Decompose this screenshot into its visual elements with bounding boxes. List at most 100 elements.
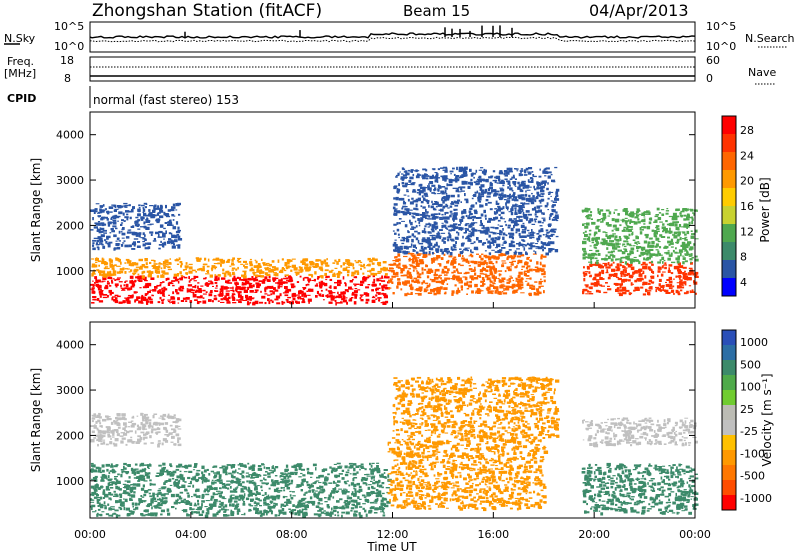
data-cell (477, 197, 479, 199)
data-cell (413, 257, 417, 260)
data-cell (548, 176, 551, 179)
data-cell (412, 261, 415, 264)
data-cell (315, 295, 318, 298)
data-cell (138, 204, 140, 206)
data-cell (674, 266, 678, 269)
data-cell (535, 216, 538, 218)
data-cell (585, 293, 589, 294)
data-cell (466, 260, 468, 263)
data-cell (533, 251, 535, 252)
data-cell (476, 170, 478, 173)
data-cell (546, 188, 549, 190)
data-cell (100, 472, 102, 474)
data-cell (375, 481, 379, 484)
data-cell (480, 205, 484, 208)
data-cell (121, 244, 123, 247)
data-cell (169, 262, 172, 265)
data-cell (94, 226, 98, 228)
data-cell (353, 477, 357, 479)
data-cell (525, 235, 527, 238)
data-cell (478, 179, 482, 182)
data-cell (609, 240, 611, 243)
data-cell (488, 202, 492, 204)
data-cell (457, 194, 459, 197)
data-cell (467, 248, 470, 249)
data-cell (319, 259, 321, 261)
data-cell (641, 264, 644, 266)
data-cell (137, 219, 140, 221)
data-cell (430, 249, 433, 250)
data-cell (367, 275, 369, 277)
data-cell (346, 267, 350, 268)
data-cell (133, 241, 136, 244)
data-cell (132, 502, 134, 505)
data-cell (405, 183, 408, 186)
data-cell (244, 290, 248, 293)
data-cell (416, 204, 418, 208)
data-cell (214, 263, 218, 264)
data-cell (550, 196, 552, 197)
data-cell (465, 230, 467, 233)
data-cell (337, 275, 340, 278)
data-cell (643, 226, 646, 228)
data-cell (97, 240, 99, 243)
data-cell (511, 177, 515, 179)
data-cell (224, 498, 226, 499)
data-cell (111, 228, 114, 230)
data-cell (599, 291, 601, 293)
data-cell (468, 186, 471, 189)
data-cell (682, 256, 685, 257)
data-cell (247, 463, 249, 465)
data-cell (621, 274, 623, 277)
data-cell (677, 282, 680, 283)
data-cell (514, 199, 519, 201)
data-cell (162, 501, 164, 504)
data-cell (475, 292, 477, 294)
data-cell (188, 471, 192, 473)
data-cell (402, 206, 406, 208)
data-cell (152, 266, 154, 267)
data-cell (643, 293, 646, 295)
data-cell (691, 291, 695, 293)
data-cell (393, 224, 396, 226)
data-cell (474, 277, 478, 280)
data-cell (606, 272, 609, 273)
data-cell (104, 210, 106, 211)
data-cell (97, 230, 101, 232)
data-cell (197, 500, 199, 503)
data-cell (227, 272, 231, 275)
data-cell (427, 185, 430, 187)
data-cell (407, 239, 409, 241)
data-cell (552, 219, 556, 221)
data-cell (158, 236, 162, 238)
data-cell (303, 287, 305, 290)
data-cell (686, 252, 689, 255)
data-cell (540, 225, 543, 226)
data-cell (227, 301, 231, 302)
data-cell (531, 193, 533, 194)
data-cell (411, 198, 414, 200)
data-cell (278, 490, 282, 492)
data-cell (91, 486, 94, 489)
data-cell (198, 288, 202, 291)
data-cell (647, 226, 650, 229)
data-cell (160, 514, 163, 516)
data-cell (365, 478, 367, 479)
data-cell (267, 476, 271, 478)
data-cell (137, 241, 140, 243)
data-cell (313, 267, 317, 269)
data-cell (306, 481, 308, 483)
data-cell (235, 288, 237, 291)
data-cell (319, 284, 323, 287)
data-cell (682, 261, 685, 264)
data-cell (669, 228, 671, 231)
data-cell (678, 231, 681, 233)
data-cell (120, 224, 122, 226)
data-cell (420, 184, 423, 186)
data-cell (382, 482, 385, 484)
data-cell (408, 268, 411, 269)
noise-left-tick-bottom: 10^0 (54, 40, 84, 53)
data-cell (99, 240, 103, 242)
data-cell (506, 257, 508, 260)
data-cell (108, 221, 112, 224)
